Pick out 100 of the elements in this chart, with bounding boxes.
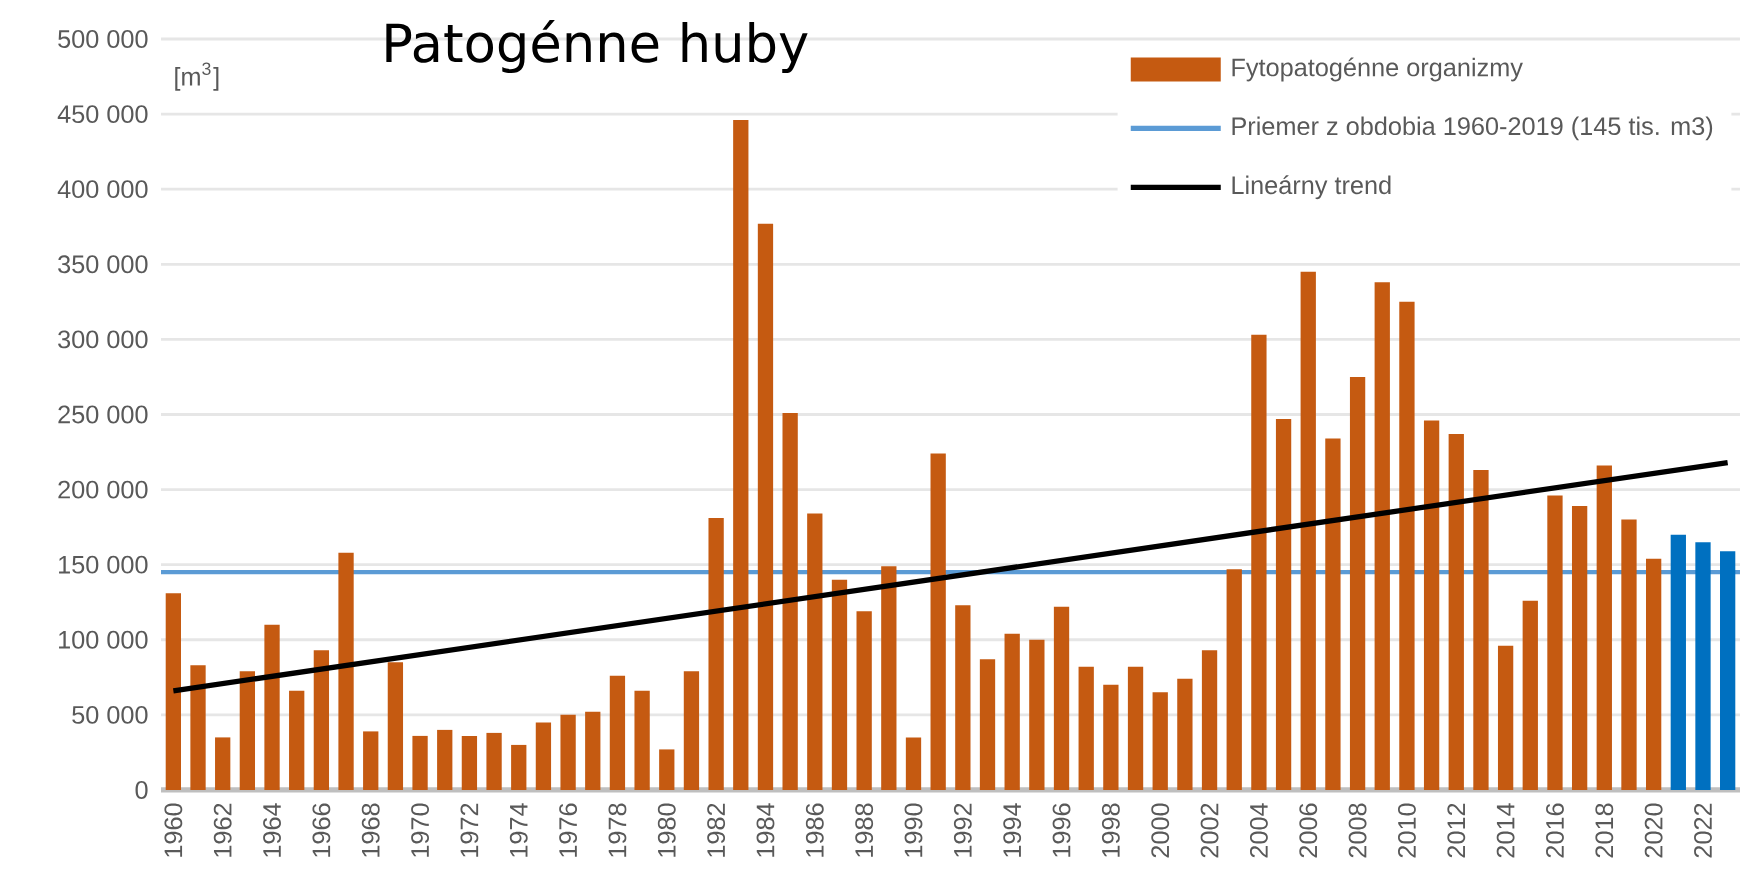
bar [1720, 551, 1736, 790]
bar [560, 714, 576, 790]
bar [1596, 465, 1612, 790]
bar [1152, 692, 1168, 790]
x-tick-label: 1994 [1003, 803, 1022, 857]
bar [190, 665, 206, 790]
x-tick-label: 1976 [559, 803, 578, 857]
x-tick-label: 2016 [1546, 803, 1564, 858]
chart-title: Patogénne huby [386, 19, 808, 74]
y-tick-label: 350 000 [58, 255, 148, 274]
bar [1448, 434, 1464, 790]
y-tick-label: 450 000 [57, 105, 148, 124]
legend-label: Priemer z obdobia 1960-2019 (145 tis. m3) [1232, 116, 1713, 141]
bar [1103, 684, 1119, 790]
x-tick-label: 2020 [1644, 803, 1663, 858]
bar [1226, 569, 1242, 790]
bar [264, 624, 280, 790]
bar [683, 671, 700, 790]
bar [1078, 666, 1094, 790]
bar [511, 744, 527, 790]
x-tick-label: 2002 [1200, 803, 1219, 858]
y-tick-label: 50 000 [72, 705, 148, 724]
y-tick-label: 400 000 [57, 180, 148, 199]
bar [1177, 678, 1193, 790]
bar [905, 737, 922, 790]
bar [239, 671, 256, 790]
bar [412, 735, 428, 790]
bar [881, 566, 897, 790]
x-tick-label: 2012 [1447, 803, 1466, 858]
bar [659, 749, 675, 790]
bar [930, 453, 946, 790]
bar [1053, 606, 1070, 790]
bar [1349, 376, 1366, 790]
bar [1275, 419, 1292, 790]
bar [733, 120, 749, 790]
x-tick-label: 1992 [953, 803, 972, 857]
bar [1201, 650, 1218, 790]
bar [1251, 334, 1267, 790]
bar [955, 605, 971, 790]
x-tick-label: 1990 [904, 803, 923, 857]
bar [1399, 301, 1415, 790]
x-tick-label: 1972 [460, 803, 479, 857]
x-tick-label: 2006 [1299, 803, 1318, 858]
bar [535, 722, 552, 790]
bar [757, 223, 774, 790]
bar [1300, 271, 1316, 790]
x-tick-label: 1970 [411, 803, 429, 857]
bar [1621, 519, 1637, 790]
x-tick-label: 1988 [855, 803, 874, 857]
y-tick-label: 200 000 [58, 480, 148, 499]
legend-label: Fytopatogénne organizmy [1232, 57, 1523, 82]
bar [363, 731, 379, 790]
x-tick-label: 1974 [509, 803, 528, 857]
x-tick-label: 1964 [263, 803, 281, 857]
legend-label: Lineárny trend [1232, 175, 1391, 200]
y-tick-label: 150 000 [59, 555, 148, 574]
y-tick-label: 100 000 [59, 630, 148, 649]
bar [1374, 282, 1390, 790]
bar [1423, 420, 1440, 790]
x-tick-label: 2010 [1398, 803, 1416, 858]
x-tick-label: 1998 [1101, 803, 1120, 857]
bar [1522, 600, 1538, 790]
bar [289, 690, 305, 790]
bar [856, 611, 872, 790]
bar [313, 650, 330, 790]
x-tick-label: 1986 [805, 803, 824, 857]
x-tick-label: 1996 [1052, 803, 1071, 857]
x-tick-label: 1962 [213, 803, 232, 857]
x-tick-label: 1980 [657, 803, 676, 857]
bar [979, 659, 996, 790]
bar [782, 412, 798, 790]
bar [831, 579, 848, 790]
x-tick-label: 2022 [1694, 803, 1712, 858]
x-tick-label: 1960 [164, 803, 183, 857]
bar [1497, 645, 1514, 790]
x-tick-label: 2008 [1348, 803, 1367, 858]
bar [585, 711, 601, 790]
annotation: [m$^{3}$] [175, 62, 219, 91]
y-tick-label: 0 [135, 781, 148, 799]
bar [461, 735, 478, 790]
bar [1004, 633, 1020, 790]
x-tick-label: 2004 [1249, 803, 1268, 858]
bar [215, 737, 231, 790]
bar [1325, 438, 1341, 790]
y-tick-label: 300 000 [58, 330, 148, 349]
bar [609, 675, 626, 790]
bar [1670, 534, 1686, 790]
bar [807, 513, 823, 790]
y-tick-label: 250 000 [58, 405, 148, 424]
bar [1571, 506, 1588, 790]
bar [708, 518, 724, 790]
bar [1473, 470, 1489, 790]
x-tick-label: 1968 [361, 803, 380, 857]
y-tick-label: 500 000 [58, 30, 148, 48]
bar [1695, 542, 1711, 790]
x-tick-label: 1978 [608, 803, 627, 857]
x-tick-label: 2018 [1595, 803, 1614, 858]
bar [165, 593, 181, 790]
bar [634, 690, 650, 790]
x-tick-label: 2000 [1151, 803, 1170, 858]
